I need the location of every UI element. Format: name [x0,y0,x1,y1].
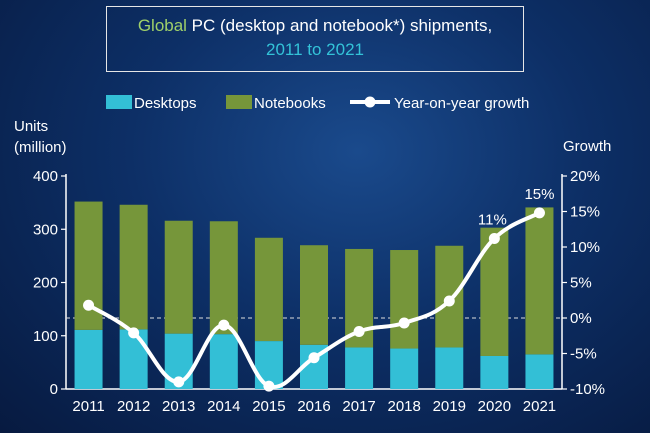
x-tick-label: 2015 [252,398,285,415]
right-tick-label: -10% [570,381,605,398]
x-tick-label: 2014 [207,398,240,415]
right-tick-label: 0% [570,310,592,327]
x-tick-label: 2011 [72,398,104,415]
bar-desktops [345,347,374,389]
chart-subtitle: 2011 to 2021 [266,40,364,59]
bar-notebooks [209,221,238,335]
x-tick-label: 2016 [297,398,330,415]
left-tick-label: 0 [50,381,58,398]
bar-notebooks [525,207,554,355]
growth-point [128,327,140,339]
growth-point [353,325,365,337]
growth-point [173,376,185,388]
annotations: 11% 15% [478,186,555,229]
growth-point [218,319,230,331]
chart-title-box: Global PC (desktop and notebook*) shipme… [106,6,524,72]
bar-notebooks [254,237,283,342]
x-tick-label: 2020 [478,398,511,415]
bar-desktops [390,348,419,389]
legend-swatch-notebooks [226,95,252,109]
bar-notebooks [164,220,193,334]
growth-point [83,299,95,311]
x-tick-label: 2019 [433,398,466,415]
growth-line [83,207,545,392]
bar-desktops [74,329,103,389]
left-tick-label: 100 [33,328,58,345]
x-tick-label: 2013 [162,398,195,415]
x-tick-label: 2021 [523,398,556,415]
bars [74,201,554,389]
legend: Desktops Notebooks Year-on-year growth [106,95,529,112]
right-tick-label: 5% [570,275,592,292]
growth-line-path [87,211,541,390]
axes: 0 100 200 300 400 -10% -5% 0% 5% 10% 15% 20% Units (m… [14,118,611,415]
left-axis-title: (million) [14,139,67,156]
left-axis-title: Units [14,118,48,135]
bar-desktops [209,334,238,389]
bar-notebooks [300,245,328,345]
legend-swatch-desktops [106,95,132,109]
chart-title-highlight: Global [137,16,187,35]
growth-point [533,207,545,219]
bar-notebooks [390,250,419,349]
legend-label-desktops: Desktops [134,95,197,112]
growth-point [488,232,500,244]
left-tick-label: 400 [33,168,58,185]
bar-notebooks [480,227,509,356]
right-tick-label: 15% [570,204,600,221]
growth-point [263,380,275,392]
right-axis-title: Growth [563,138,611,155]
x-tick-label: 2018 [387,398,420,415]
legend-marker-growth [364,96,376,108]
bar-desktops [435,347,464,389]
right-tick-label: 20% [570,168,600,185]
legend-label-growth: Year-on-year growth [394,95,529,112]
annotation-label: 15% [524,186,554,203]
growth-point [443,295,455,307]
growth-point [398,317,410,329]
chart-title: Global PC (desktop and notebook*) shipme… [107,14,523,38]
right-tick-label: -5% [570,346,597,363]
chart-title-rest: PC (desktop and notebook*) shipments, [186,16,493,35]
bar-desktops [480,355,509,389]
annotation-label: 11% [478,211,507,228]
bar-desktops [119,329,148,389]
left-tick-label: 300 [33,221,58,238]
x-tick-label: 2012 [117,398,150,415]
growth-point [308,352,320,364]
bar-desktops [525,354,554,389]
right-tick-label: 10% [570,239,600,256]
left-tick-label: 200 [33,275,58,292]
x-tick-label: 2017 [342,398,375,415]
bar-notebooks [119,204,148,330]
legend-label-notebooks: Notebooks [254,95,326,112]
